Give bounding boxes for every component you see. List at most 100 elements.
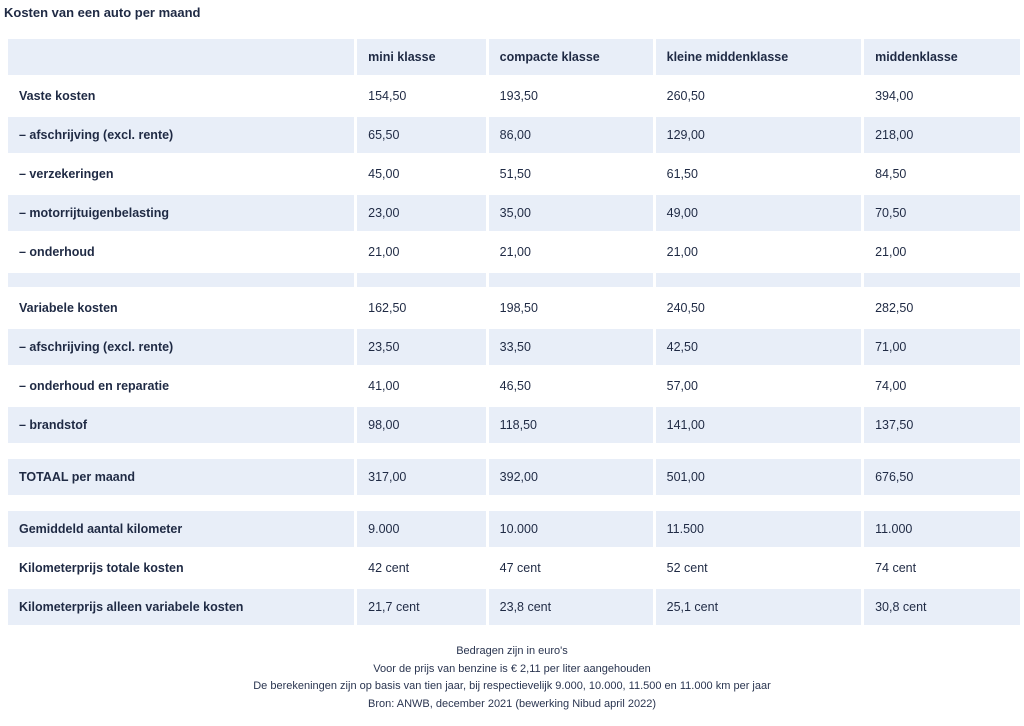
value-cell: 46,50: [499, 379, 531, 393]
value-cell: 392,00: [488, 459, 653, 495]
spacer-cell: [8, 498, 354, 508]
spacer-cell: [488, 273, 653, 287]
value-cell: 45,00: [368, 167, 400, 181]
value-cell: 193,50: [499, 89, 538, 103]
value-cell: 10.000: [488, 511, 653, 547]
footnotes: Bedragen zijn in euro's Voor de prijs va…: [0, 643, 1024, 713]
value-cell: 23,50: [357, 329, 486, 365]
table-row: Kilometerprijs totale kosten 42 cent 47 ce…: [8, 550, 1020, 586]
table-row: – motorrijtuigenbelasting 23,00 35,00 49,00…: [8, 195, 1020, 231]
table-row: – onderhoud en reparatie 41,00 46,50 57,00 7…: [8, 368, 1020, 404]
value-cell: 42,50: [655, 329, 862, 365]
table-row: – verzekeringen 45,00 51,50 61,50 84,50: [8, 156, 1020, 192]
value-cell: 35,00: [488, 195, 653, 231]
table-body: Vaste kosten 154,50 193,50 260,50 394,00 – af…: [8, 78, 1020, 625]
table-spacer-row: [8, 273, 1020, 287]
value-cell: 52 cent: [666, 561, 708, 575]
value-cell: 23,00: [357, 195, 486, 231]
row-label: – afschrijving (excl. rente): [8, 117, 355, 153]
table-row: TOTAAL per maand 317,00 392,00 501,00 676,50: [8, 459, 1020, 495]
value-cell: 162,50: [368, 301, 407, 315]
spacer-cell: [8, 446, 354, 456]
value-cell: 21,00: [368, 245, 400, 259]
value-cell: 71,00: [864, 329, 1020, 365]
row-label: – motorrijtuigenbelasting: [8, 195, 355, 231]
value-cell: 21,00: [875, 245, 907, 259]
table-row: – afschrijving (excl. rente) 23,50 33,50 42…: [8, 329, 1020, 365]
spacer-cell: [655, 273, 862, 287]
spacer-cell: [656, 446, 861, 456]
spacer-cell: [864, 446, 1020, 456]
table-row: – brandstof 98,00 118,50 141,00 137,50: [8, 407, 1020, 443]
value-cell: 98,00: [357, 407, 486, 443]
value-cell: 21,00: [499, 245, 531, 259]
value-cell: 198,50: [499, 301, 538, 315]
value-cell: 9.000: [357, 511, 486, 547]
costs-table: mini klasse compacte klasse kleine midde…: [5, 36, 1023, 628]
value-cell: 57,00: [666, 379, 698, 393]
value-cell: 11.000: [864, 511, 1020, 547]
row-label: – verzekeringen: [19, 167, 114, 181]
value-cell: 317,00: [357, 459, 486, 495]
row-label: – afschrijving (excl. rente): [8, 329, 355, 365]
table-row: Vaste kosten 154,50 193,50 260,50 394,00: [8, 78, 1020, 114]
value-cell: 51,50: [499, 167, 531, 181]
row-label: Kilometerprijs alleen variabele kosten: [8, 589, 355, 625]
spacer-cell: [357, 273, 486, 287]
value-cell: 74 cent: [875, 561, 917, 575]
table-row: Kilometerprijs alleen variabele kosten 21…: [8, 589, 1020, 625]
value-cell: 240,50: [666, 301, 705, 315]
table-header-row: mini klasse compacte klasse kleine midde…: [8, 39, 1020, 75]
value-cell: 137,50: [864, 407, 1020, 443]
row-label: TOTAAL per maand: [8, 459, 355, 495]
value-cell: 23,8 cent: [488, 589, 653, 625]
table-row: – afschrijving (excl. rente) 65,50 86,00 12…: [8, 117, 1020, 153]
value-cell: 154,50: [368, 89, 407, 103]
spacer-cell: [357, 498, 486, 508]
row-label: Kilometerprijs totale kosten: [19, 561, 184, 575]
value-cell: 129,00: [655, 117, 862, 153]
value-cell: 41,00: [368, 379, 400, 393]
value-cell: 47 cent: [499, 561, 541, 575]
table-gap-row: [8, 446, 1020, 456]
value-cell: 65,50: [357, 117, 486, 153]
value-cell: 394,00: [875, 89, 914, 103]
spacer-cell: [864, 498, 1020, 508]
value-cell: 260,50: [666, 89, 705, 103]
value-cell: 141,00: [655, 407, 862, 443]
value-cell: 501,00: [655, 459, 862, 495]
spacer-cell: [489, 498, 653, 508]
value-cell: 33,50: [488, 329, 653, 365]
value-cell: 218,00: [864, 117, 1020, 153]
value-cell: 49,00: [655, 195, 862, 231]
row-label: Gemiddeld aantal kilometer: [8, 511, 355, 547]
spacer-cell: [8, 273, 355, 287]
column-header-compact: compacte klasse: [488, 39, 653, 75]
row-label: – brandstof: [8, 407, 355, 443]
value-cell: 21,00: [666, 245, 698, 259]
table-gap-row: [8, 498, 1020, 508]
value-cell: 21,7 cent: [357, 589, 486, 625]
column-header-small-middle: kleine middenklasse: [655, 39, 862, 75]
value-cell: 11.500: [655, 511, 862, 547]
value-cell: 86,00: [488, 117, 653, 153]
value-cell: 118,50: [488, 407, 653, 443]
spacer-cell: [357, 446, 486, 456]
row-label: – onderhoud en reparatie: [19, 379, 170, 393]
value-cell: 42 cent: [368, 561, 410, 575]
value-cell: 676,50: [864, 459, 1020, 495]
column-header-middle: middenklasse: [864, 39, 1020, 75]
footnote: Voor de prijs van benzine is € 2,11 per …: [373, 662, 651, 675]
value-cell: 70,50: [864, 195, 1020, 231]
footnote: Bron: ANWB, december 2021 (bewerking Nib…: [368, 697, 656, 710]
table-row: Variabele kosten 162,50 198,50 240,50 282,50: [8, 290, 1020, 326]
page-title: Kosten van een auto per maand: [4, 5, 201, 20]
value-cell: 30,8 cent: [864, 589, 1020, 625]
column-header-mini: mini klasse: [357, 39, 486, 75]
spacer-cell: [864, 273, 1020, 287]
value-cell: 84,50: [875, 167, 907, 181]
footnote: De berekeningen zijn op basis van tien j…: [253, 680, 771, 692]
row-label: Variabele kosten: [19, 301, 118, 315]
row-label: – onderhoud: [19, 245, 95, 259]
value-cell: 74,00: [875, 379, 907, 393]
